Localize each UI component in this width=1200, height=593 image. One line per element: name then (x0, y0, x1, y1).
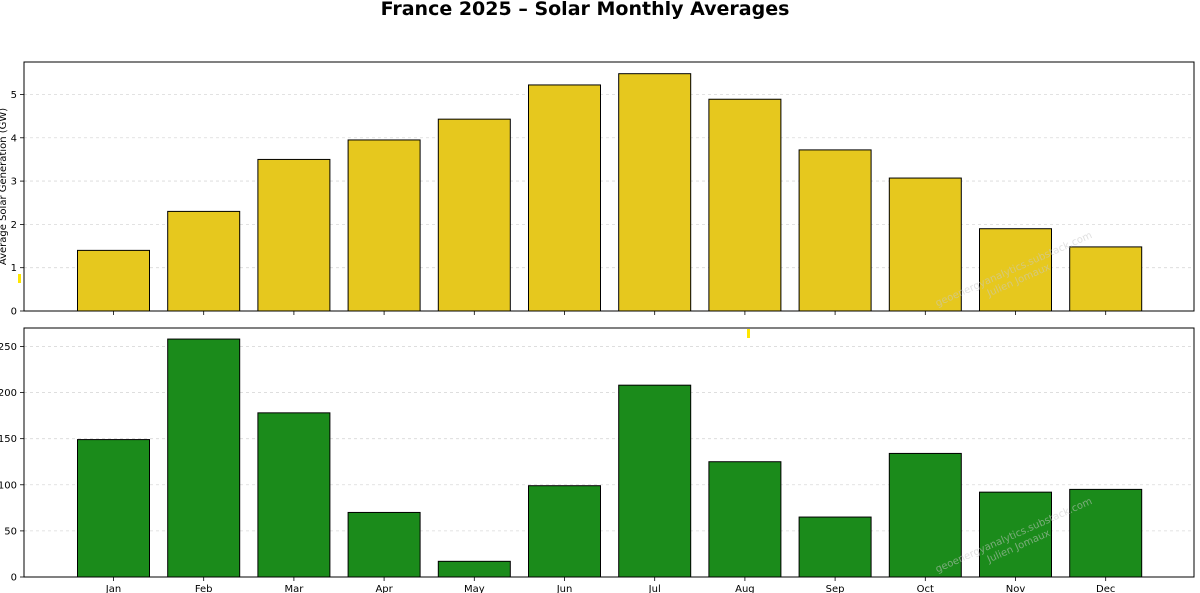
x-tick-label: Mar (284, 584, 304, 593)
bar-nov (979, 228, 1052, 312)
bar-jun (528, 84, 601, 312)
bar-jun (528, 485, 601, 578)
x-tick-label: Aug (735, 584, 755, 593)
bar-mar (257, 412, 331, 578)
x-tick-label: Jan (105, 584, 121, 593)
bar-feb (167, 210, 241, 312)
bar-dec (1069, 246, 1143, 312)
y-tick-label: 0 (11, 573, 17, 584)
y-tick-label: 100 (0, 480, 17, 491)
x-tick-label: Oct (917, 584, 934, 593)
bar-may (437, 560, 511, 578)
bar-aug (708, 98, 782, 312)
y-tick-label: 2 (11, 220, 17, 231)
bar-jan (77, 249, 150, 312)
bar-jul (618, 384, 692, 578)
y-tick-label: 0 (11, 307, 17, 318)
x-tick-label: May (464, 584, 485, 593)
y-tick-label: 200 (0, 388, 17, 399)
y-tick-label: 4 (11, 133, 17, 144)
x-tick-label: Nov (1006, 584, 1026, 593)
chart-title: France 2025 – Solar Monthly Averages (380, 0, 790, 20)
x-tick-label: Feb (195, 584, 213, 593)
x-tick-label: Jul (648, 584, 661, 593)
bar-oct (888, 177, 962, 312)
x-tick-label: Jun (556, 584, 573, 593)
plot-frame (23, 327, 1195, 578)
bar-oct (888, 452, 962, 578)
bar-aug (708, 461, 782, 578)
bar-jul (618, 73, 692, 312)
bar-apr (347, 511, 421, 578)
bar-dec (1069, 488, 1143, 578)
bar-feb (167, 338, 241, 578)
decorations (18, 274, 750, 338)
bar-apr (347, 139, 421, 312)
plot-frame (23, 61, 1195, 312)
y-tick-label: 50 (4, 526, 17, 537)
y-axis-label: Average Solar Generation (GW) (0, 108, 9, 265)
x-tick-label: Sep (826, 584, 845, 593)
bar-sep (798, 149, 872, 312)
y-tick-label: 1 (11, 263, 17, 274)
marker-artifact (18, 274, 21, 283)
y-tick-label: 5 (11, 90, 17, 101)
y-tick-label: 150 (0, 434, 17, 445)
y-tick-label: 250 (0, 342, 17, 353)
y-tick-label: 3 (11, 177, 17, 188)
x-tick-label: Apr (375, 584, 393, 593)
marker-artifact (747, 329, 750, 338)
bottom-panel: 0 50 100 150 200 250 Jan Feb Mar Apr May Jun Jul Aug S… (0, 327, 1195, 593)
bar-may (437, 118, 511, 312)
bar-sep (798, 516, 872, 578)
bar-mar (257, 158, 331, 312)
x-tick-label: Dec (1096, 584, 1115, 593)
bar-jan (77, 439, 150, 578)
